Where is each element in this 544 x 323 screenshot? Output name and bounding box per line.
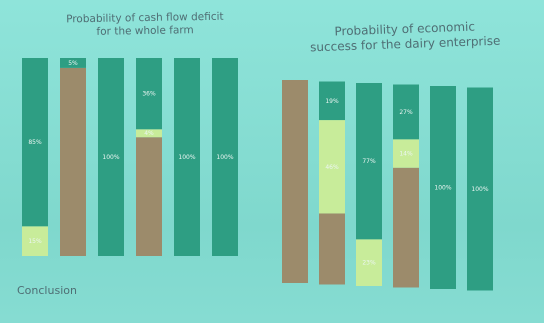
bar-segment-top — [136, 58, 162, 130]
bar-segment-top — [393, 84, 419, 140]
conclusion-heading: Conclusion — [17, 284, 77, 297]
bar-value-label: 19% — [325, 98, 339, 105]
bar-segment-bottom — [212, 58, 238, 256]
bar-segment-bottom — [393, 167, 419, 288]
bar-segment-bottom — [356, 239, 382, 286]
bar-segment-top — [319, 81, 345, 121]
bar-segment-bottom — [282, 80, 308, 283]
bar-segment-bottom — [430, 86, 456, 289]
bar-segment-bottom — [319, 213, 345, 285]
bar-value-label: 4% — [144, 130, 154, 137]
bar-value-label: 100% — [434, 185, 451, 192]
bar-value-label: 36% — [142, 91, 156, 98]
bar-value-label: 46% — [325, 164, 339, 171]
chart-left: 15% 85% 5% 100% 4% 36% 100% 100% — [22, 58, 238, 257]
bar-value-label: 15% — [28, 238, 42, 245]
bar-value-label: 5% — [68, 60, 78, 67]
chart-right: 46% 19% 23% 77% 14% 27% 100% 100% — [282, 80, 493, 291]
bar-segment-top — [22, 58, 48, 227]
bar-segment-bottom — [467, 87, 493, 291]
bar-segment-bottom — [98, 58, 124, 256]
bar-segment-bottom — [60, 67, 86, 257]
bar-value-label: 100% — [102, 154, 119, 161]
bar-value-label: 100% — [471, 186, 488, 193]
bar-segment-top — [60, 58, 86, 68]
bar-segment-middle — [136, 129, 162, 138]
bar-value-label: 14% — [399, 151, 413, 158]
bar-value-label: 27% — [399, 109, 413, 116]
bar-value-label: 77% — [362, 158, 376, 165]
bar-value-label: 85% — [28, 139, 42, 146]
bar-segment-top — [356, 83, 382, 240]
bar-value-label: 100% — [216, 154, 233, 161]
bar-segment-middle — [393, 139, 419, 168]
bar-value-label: 100% — [178, 154, 195, 161]
bar-segment-bottom — [136, 137, 162, 256]
bar-segment-bottom — [174, 58, 200, 256]
bar-value-label: 23% — [362, 260, 376, 267]
bar-segment-middle — [319, 120, 345, 214]
bar-segment-bottom — [22, 226, 48, 256]
